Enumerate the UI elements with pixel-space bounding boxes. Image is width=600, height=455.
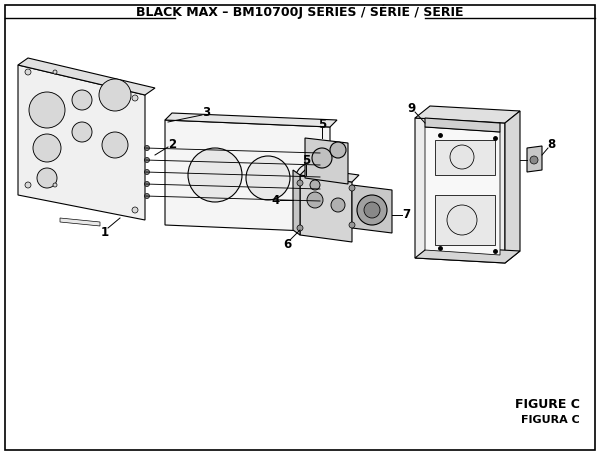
Polygon shape <box>435 140 495 175</box>
Text: 5: 5 <box>318 117 326 131</box>
Text: 6: 6 <box>283 238 291 251</box>
Circle shape <box>349 185 355 191</box>
Polygon shape <box>425 118 500 132</box>
Circle shape <box>145 157 149 162</box>
Text: 4: 4 <box>272 193 280 207</box>
Polygon shape <box>425 127 500 255</box>
Polygon shape <box>415 106 520 123</box>
Circle shape <box>312 148 332 168</box>
Circle shape <box>530 156 538 164</box>
Circle shape <box>307 192 323 208</box>
Text: 5: 5 <box>302 155 310 167</box>
Circle shape <box>310 180 320 190</box>
Text: 1: 1 <box>101 226 109 238</box>
Polygon shape <box>300 168 359 182</box>
Text: BLACK MAX – BM10700J SERIES / SÉRIE / SERIE: BLACK MAX – BM10700J SERIES / SÉRIE / SE… <box>136 5 464 19</box>
Polygon shape <box>505 111 520 263</box>
Circle shape <box>33 134 61 162</box>
Circle shape <box>72 122 92 142</box>
Circle shape <box>132 207 138 213</box>
Polygon shape <box>527 146 542 172</box>
Polygon shape <box>18 65 145 220</box>
Circle shape <box>188 148 242 202</box>
Text: FIGURA C: FIGURA C <box>521 415 580 425</box>
Circle shape <box>330 142 346 158</box>
Circle shape <box>37 168 57 188</box>
Circle shape <box>132 95 138 101</box>
Polygon shape <box>293 170 300 235</box>
Circle shape <box>295 163 329 197</box>
Circle shape <box>72 90 92 110</box>
Text: 2: 2 <box>168 137 176 151</box>
Circle shape <box>450 145 474 169</box>
Text: 8: 8 <box>547 137 555 151</box>
Polygon shape <box>165 120 330 232</box>
Circle shape <box>145 193 149 198</box>
Circle shape <box>246 156 290 200</box>
Circle shape <box>145 170 149 175</box>
Text: FIGURE C: FIGURE C <box>515 399 580 411</box>
Circle shape <box>102 132 128 158</box>
Circle shape <box>25 182 31 188</box>
Polygon shape <box>415 118 505 263</box>
Polygon shape <box>165 113 337 127</box>
Polygon shape <box>435 195 495 245</box>
Circle shape <box>349 222 355 228</box>
Circle shape <box>364 202 380 218</box>
Text: 3: 3 <box>202 106 210 118</box>
Circle shape <box>25 69 31 75</box>
Circle shape <box>447 205 477 235</box>
Circle shape <box>53 70 57 74</box>
Text: 7: 7 <box>402 208 410 222</box>
Circle shape <box>357 195 387 225</box>
Circle shape <box>297 225 303 231</box>
Polygon shape <box>18 58 155 95</box>
Polygon shape <box>415 246 520 263</box>
Text: 9: 9 <box>408 101 416 115</box>
Circle shape <box>297 180 303 186</box>
Circle shape <box>145 182 149 187</box>
Circle shape <box>29 92 65 128</box>
Circle shape <box>331 198 345 212</box>
Circle shape <box>99 79 131 111</box>
Circle shape <box>145 146 149 151</box>
Polygon shape <box>60 218 100 226</box>
Polygon shape <box>305 138 348 184</box>
Polygon shape <box>300 175 352 242</box>
Circle shape <box>53 183 57 187</box>
Polygon shape <box>352 185 392 233</box>
